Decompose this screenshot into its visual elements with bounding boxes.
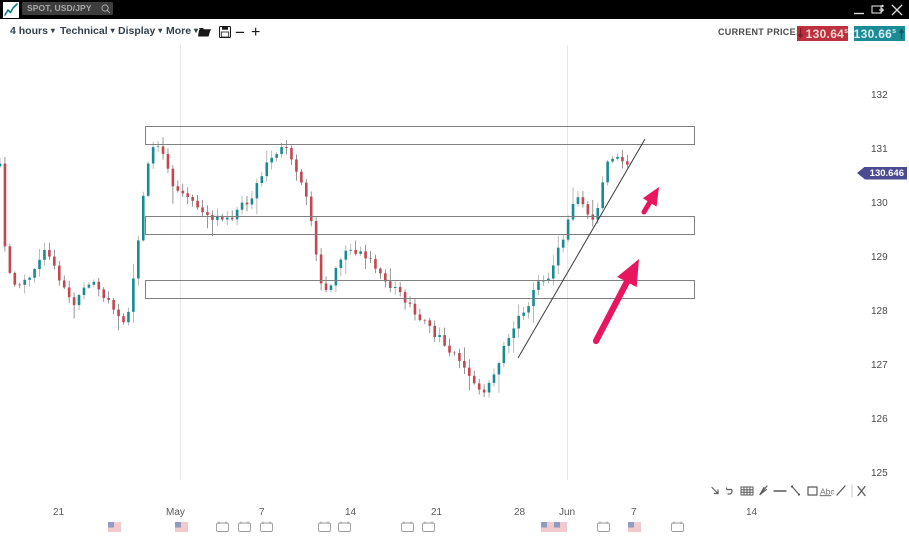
svg-text:Abc: Abc: [820, 487, 835, 497]
